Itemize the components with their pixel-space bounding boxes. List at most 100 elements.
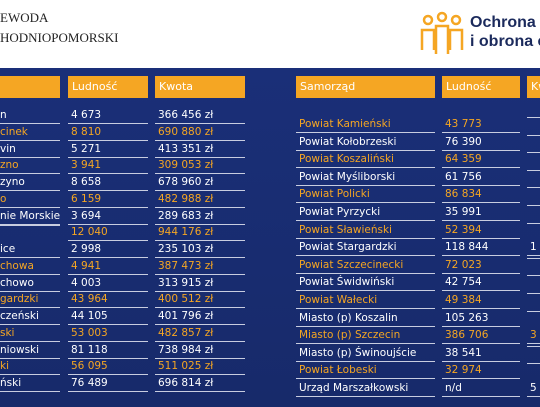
table-cell: 32 974 — [442, 363, 520, 380]
background — [0, 68, 540, 407]
table-cell: 8 658 — [68, 175, 148, 191]
table-cell — [527, 152, 540, 154]
table-cell: 235 103 zł — [155, 242, 245, 258]
header-cell: Kwota — [155, 76, 245, 98]
table-cell: 64 359 — [442, 152, 520, 169]
table-cell: zyno — [0, 175, 60, 191]
table-cell: Urząd Marszałkowski — [296, 381, 435, 397]
table-cell — [527, 222, 540, 224]
table-cell: 401 796 zł — [155, 309, 245, 325]
table-cell: 76 489 — [68, 376, 148, 392]
table-cell: 86 834 — [442, 187, 520, 204]
table-cell: zno — [0, 158, 60, 175]
header-cell: Samorząd — [296, 76, 435, 98]
table-cell: Powiat Myśliborski — [296, 170, 435, 186]
table-cell: niowski — [0, 343, 60, 359]
table-cell: 43 964 — [68, 292, 148, 309]
table-cell: 4 673 — [68, 108, 148, 124]
table-cell — [527, 169, 540, 171]
table-cell: Powiat Stargardzki — [296, 240, 435, 257]
header-text: i obrona c — [470, 33, 540, 50]
table-cell: 12 040 — [68, 225, 148, 242]
header-cell: Ludność — [68, 76, 148, 98]
logo-icon — [420, 11, 464, 54]
table-cell: Powiat Pyrzycki — [296, 205, 435, 221]
header-cell: Kw — [527, 76, 540, 98]
table-cell: 482 988 zł — [155, 192, 245, 208]
table-cell: 400 512 zł — [155, 292, 245, 309]
table-cell: 413 351 zł — [155, 142, 245, 158]
table-cell: 696 814 zł — [155, 376, 245, 392]
table-cell: nie Morskie — [0, 209, 60, 225]
table-cell: o — [0, 192, 60, 208]
table-cell: czeński — [0, 309, 60, 325]
table-cell: 8 810 — [68, 125, 148, 141]
table-cell: 81 118 — [68, 343, 148, 359]
table-cell: 5 271 — [68, 142, 148, 158]
table-cell: cinek — [0, 125, 60, 141]
table-cell: gardzki — [0, 292, 60, 309]
table-cell: 42 754 — [442, 275, 520, 292]
table-cell: 3 — [527, 328, 540, 345]
table-cell — [527, 205, 540, 206]
table-cell: 43 773 — [442, 117, 520, 133]
table-cell — [527, 345, 540, 347]
table-cell: 690 880 zł — [155, 125, 245, 141]
table-cell: 6 159 — [68, 192, 148, 208]
table-cell: Powiat Policki — [296, 187, 435, 204]
table-cell: chowo — [0, 276, 60, 292]
table-cell: 118 844 — [442, 240, 520, 257]
table-cell: n/d — [442, 381, 520, 397]
table-cell: Miasto (p) Szczecin — [296, 328, 435, 345]
table-cell: n — [0, 108, 60, 124]
table-cell: 1 — [527, 240, 540, 257]
table-cell: 72 023 — [442, 258, 520, 274]
table-cell: 35 991 — [442, 205, 520, 221]
table-cell: Powiat Łobeski — [296, 363, 435, 380]
table-cell: vin — [0, 142, 60, 158]
table-cell — [0, 225, 60, 227]
table-cell — [527, 310, 540, 312]
table-cell: 52 394 — [442, 223, 520, 239]
table-cell: Powiat Sławieński — [296, 223, 435, 239]
table-cell: Miasto (p) Świnoujście — [296, 346, 435, 362]
table-cell: 2 998 — [68, 242, 148, 258]
table-cell: Powiat Wałecki — [296, 293, 435, 309]
table-cell: 4 941 — [68, 259, 148, 275]
table-cell: 386 706 — [442, 328, 520, 345]
table-cell: Powiat Świdwiński — [296, 275, 435, 292]
table-cell: 738 984 zł — [155, 343, 245, 359]
table-cell: ński — [0, 376, 60, 392]
table-cell: Powiat Koszaliński — [296, 152, 435, 169]
table-cell — [527, 134, 540, 136]
table-cell: Powiat Szczecinecki — [296, 258, 435, 274]
table-cell: 3 694 — [68, 209, 148, 225]
table-cell: 49 384 — [442, 293, 520, 309]
table-cell — [527, 117, 540, 118]
table-cell: Powiat Kamieński — [296, 117, 435, 133]
table-cell: 44 105 — [68, 309, 148, 325]
table-cell: 38 541 — [442, 346, 520, 362]
table-cell: 678 960 zł — [155, 175, 245, 191]
table-cell: chowa — [0, 259, 60, 275]
table-cell: 105 263 — [442, 311, 520, 327]
table-cell: 387 473 zł — [155, 259, 245, 275]
table-cell: ski — [0, 326, 60, 342]
table-cell: 482 857 zł — [155, 326, 245, 342]
header-cell — [0, 76, 60, 98]
table-cell: 944 176 zł — [155, 225, 245, 242]
table-cell: 3 941 — [68, 158, 148, 175]
table-cell: 511 025 zł — [155, 359, 245, 376]
table-cell: 56 095 — [68, 359, 148, 376]
table-cell: Miasto (p) Koszalin — [296, 311, 435, 327]
table-cell: 289 683 zł — [155, 209, 245, 225]
header-text: Ochrona — [470, 14, 536, 31]
table-cell: ice — [0, 242, 60, 258]
table-cell: Powiat Kołobrzeski — [296, 135, 435, 151]
table-cell: 76 390 — [442, 135, 520, 151]
table-cell — [527, 187, 540, 189]
header-cell: Ludność — [442, 76, 520, 98]
table-cell — [527, 257, 540, 259]
table-cell — [527, 293, 540, 294]
